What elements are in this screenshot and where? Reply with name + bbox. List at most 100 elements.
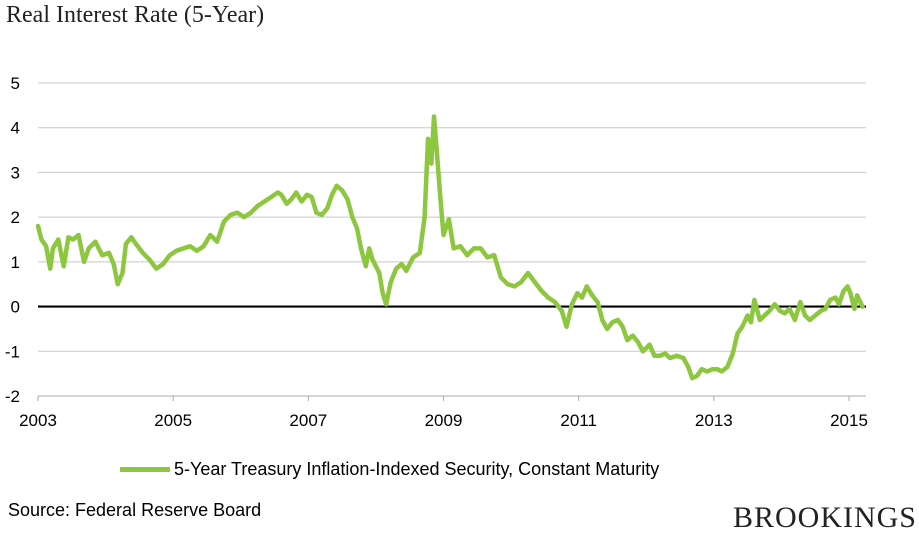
data-point — [429, 161, 434, 166]
data-point — [845, 284, 850, 289]
data-point — [605, 326, 610, 331]
data-point — [167, 253, 172, 258]
data-point — [667, 356, 672, 360]
data-point — [330, 192, 334, 197]
data-point — [512, 284, 517, 289]
data-point — [767, 309, 772, 313]
data-point — [388, 280, 393, 284]
data-point — [485, 255, 490, 260]
data-point — [279, 192, 284, 197]
x-tick-label: 2013 — [695, 411, 733, 430]
data-point — [674, 353, 679, 358]
data-point — [299, 199, 304, 204]
data-point — [451, 246, 456, 251]
data-point — [465, 253, 470, 258]
data-point — [325, 206, 330, 211]
data-point — [294, 190, 299, 195]
data-point — [363, 264, 368, 269]
data-point — [154, 266, 159, 271]
data-point — [48, 266, 53, 271]
data-point — [404, 268, 409, 273]
data-point — [284, 201, 289, 206]
data-point — [710, 367, 715, 372]
data-point — [208, 233, 213, 237]
data-point — [441, 233, 446, 237]
legend-swatch — [120, 466, 170, 472]
data-point — [123, 242, 128, 246]
data-point — [235, 210, 240, 215]
data-point — [181, 246, 186, 251]
data-point — [446, 217, 451, 222]
y-axis-tick-labels: 5 4 3 2 1 0 -1 -2 — [5, 74, 20, 406]
x-tick-label: 2003 — [19, 411, 57, 430]
data-point — [319, 212, 324, 217]
data-point — [860, 304, 865, 309]
data-point — [305, 192, 309, 197]
data-point — [44, 244, 49, 249]
data-point — [564, 324, 569, 329]
data-point — [39, 237, 44, 242]
x-tick-label: 2015 — [830, 411, 868, 430]
data-point — [762, 313, 767, 318]
data-point — [772, 302, 777, 307]
y-tick-label: 3 — [11, 163, 20, 182]
data-point — [478, 246, 483, 251]
data-point — [61, 264, 66, 269]
data-point — [377, 271, 382, 275]
data-point — [745, 313, 750, 318]
data-point — [248, 210, 253, 215]
data-point — [652, 353, 657, 358]
data-point — [422, 215, 427, 220]
data-point — [161, 262, 165, 267]
data-point — [625, 338, 630, 343]
data-point — [215, 239, 220, 244]
x-tick-label: 2005 — [154, 411, 192, 430]
data-point — [546, 295, 551, 300]
data-point — [350, 215, 355, 220]
y-tick-label: 5 — [11, 74, 20, 93]
data-point — [705, 369, 710, 374]
data-point — [86, 246, 91, 251]
data-point — [434, 148, 439, 153]
data-point — [221, 219, 226, 224]
data-point — [715, 367, 720, 372]
data-point — [111, 262, 116, 267]
data-point — [519, 280, 524, 284]
data-point — [778, 309, 783, 313]
data-point — [782, 311, 787, 316]
data-point — [498, 275, 503, 280]
data-point — [66, 235, 71, 240]
data-point — [100, 253, 105, 258]
data-point — [188, 244, 193, 249]
data-point — [532, 280, 537, 284]
data-point — [50, 246, 55, 251]
data-point — [752, 297, 757, 302]
data-point — [36, 224, 40, 229]
data-point — [458, 244, 463, 249]
data-point — [663, 351, 668, 356]
data-point — [725, 364, 730, 369]
y-tick-label: -1 — [5, 342, 20, 361]
data-point — [823, 306, 828, 311]
data-point — [367, 246, 372, 251]
data-point — [719, 369, 724, 374]
data-point — [855, 293, 860, 298]
data-point — [82, 259, 86, 264]
data-point — [818, 309, 823, 313]
data-point — [370, 257, 375, 262]
y-tick-label: -2 — [5, 387, 20, 406]
data-point — [640, 349, 645, 354]
brookings-logo: BROOKINGS — [732, 501, 917, 534]
data-point — [620, 324, 625, 329]
data-point — [681, 356, 686, 360]
data-point — [120, 271, 125, 275]
data-point — [610, 320, 615, 325]
data-point — [690, 376, 695, 381]
data-point — [140, 250, 145, 255]
data-point — [289, 197, 294, 202]
data-point — [432, 114, 436, 119]
data-point — [600, 318, 605, 322]
data-point — [340, 188, 345, 193]
data-point — [730, 351, 735, 356]
